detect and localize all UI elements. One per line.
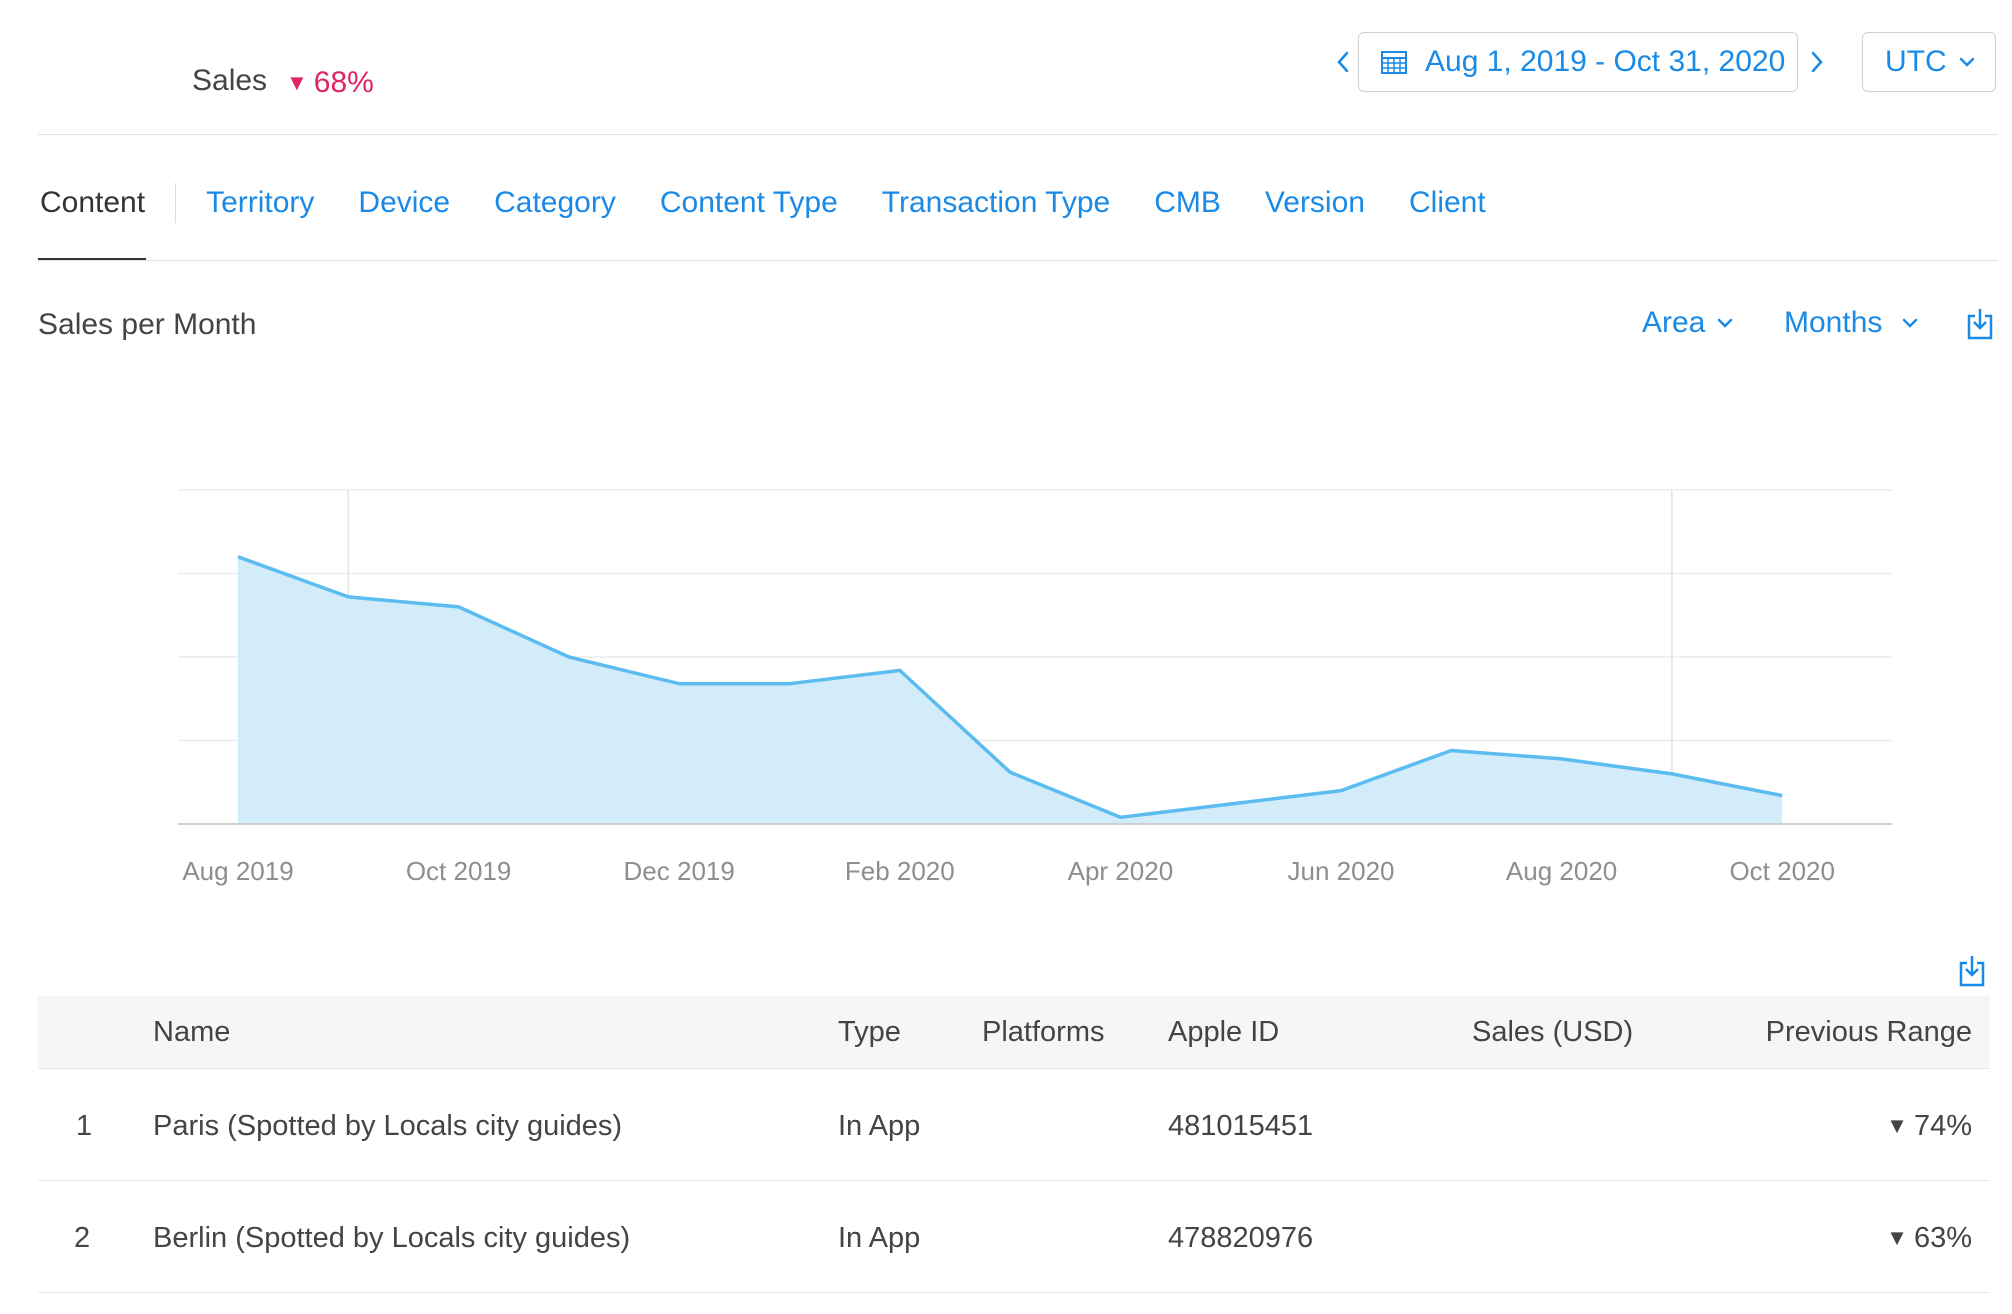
previous-range-button[interactable] xyxy=(1336,44,1350,83)
granularity-label: Months xyxy=(1784,306,1883,339)
timezone-label: UTC xyxy=(1885,45,1947,78)
tab-territory[interactable]: Territory xyxy=(206,186,315,219)
chart-series-line xyxy=(237,555,1783,820)
row-previous-range: ▼ 74% xyxy=(1886,1110,1972,1143)
table-header xyxy=(38,996,1990,1068)
x-tick-label: Dec 2019 xyxy=(624,856,735,886)
chevron-left-icon xyxy=(1337,51,1349,73)
date-range-label: Aug 1, 2019 - Oct 31, 2020 xyxy=(1425,45,1786,78)
chart-type-label: Area xyxy=(1642,306,1706,339)
page-title: Sales xyxy=(192,64,268,97)
row-apple-id: 481015451 xyxy=(1168,1110,1314,1142)
sales-change-value: 68% xyxy=(313,66,374,99)
x-tick-label: Oct 2020 xyxy=(1729,856,1835,886)
chevron-down-icon xyxy=(1718,318,1733,328)
row-previous-range-value: 74% xyxy=(1913,1110,1972,1142)
download-chart-icon[interactable] xyxy=(1966,308,1994,340)
row-apple-id: 478820976 xyxy=(1168,1222,1314,1254)
down-triangle-icon: ▼ xyxy=(1886,1113,1908,1138)
tab-device[interactable]: Device xyxy=(358,186,451,219)
tab-cmb[interactable]: CMB xyxy=(1154,186,1221,219)
down-triangle-icon: ▼ xyxy=(286,70,308,95)
granularity-dropdown[interactable]: Months xyxy=(1784,306,1918,340)
column-header-name[interactable]: Name xyxy=(153,1016,231,1048)
header-row-divider xyxy=(38,1068,1990,1069)
tab-transaction-type[interactable]: Transaction Type xyxy=(881,186,1111,219)
chart-title: Sales per Month xyxy=(38,308,257,341)
row-divider xyxy=(38,1292,1990,1293)
x-tick-label: Oct 2019 xyxy=(406,856,512,886)
row-type: In App xyxy=(838,1222,921,1254)
chart-area-fill xyxy=(238,556,1783,824)
chevron-down-icon xyxy=(1959,57,1974,67)
active-tab-indicator xyxy=(38,258,146,260)
date-range-picker[interactable]: Aug 1, 2019 - Oct 31, 2020 xyxy=(1358,32,1798,92)
down-triangle-icon: ▼ xyxy=(1886,1225,1908,1250)
column-header-type[interactable]: Type xyxy=(838,1016,901,1048)
tab-content-type[interactable]: Content Type xyxy=(659,186,838,219)
row-previous-range-value: 63% xyxy=(1913,1222,1972,1254)
timezone-select[interactable]: UTC xyxy=(1862,32,1996,92)
x-tick-label: Aug 2020 xyxy=(1506,856,1617,886)
row-previous-range: ▼ 63% xyxy=(1886,1222,1972,1255)
tab-content[interactable]: Content xyxy=(40,186,146,219)
row-rank: 2 xyxy=(74,1222,91,1254)
row-rank: 1 xyxy=(76,1110,93,1142)
x-tick-label: Jun 2020 xyxy=(1288,856,1395,886)
dimension-tabs: Content Territory Device Category Conten… xyxy=(40,180,1530,226)
row-type: In App xyxy=(838,1110,921,1142)
calendar-icon xyxy=(1381,51,1407,74)
header-divider xyxy=(38,134,1998,135)
column-header-apple-id[interactable]: Apple ID xyxy=(1168,1016,1280,1048)
column-header-sales[interactable]: Sales (USD) xyxy=(1472,1016,1634,1048)
x-tick-label: Feb 2020 xyxy=(845,856,955,886)
download-table-icon[interactable] xyxy=(1958,955,1986,987)
x-tick-label: Aug 2019 xyxy=(182,856,293,886)
x-tick-label: Apr 2020 xyxy=(1068,856,1174,886)
chevron-down-icon xyxy=(1903,318,1918,328)
tab-client[interactable]: Client xyxy=(1408,186,1486,219)
column-header-platforms[interactable]: Platforms xyxy=(982,1016,1105,1048)
tab-separator xyxy=(175,183,177,223)
tab-version[interactable]: Version xyxy=(1264,186,1365,219)
tab-category[interactable]: Category xyxy=(494,186,616,219)
chevron-right-icon xyxy=(1811,51,1823,73)
next-range-button[interactable] xyxy=(1810,44,1824,83)
tabs-divider xyxy=(38,260,1998,261)
sales-change-badge: ▼ 68% xyxy=(286,66,374,100)
sales-area-chart: Aug 2019 Oct 2019 Dec 2019 Feb 2020 Apr 2020… xyxy=(178,489,1892,886)
row-divider xyxy=(38,1180,1990,1181)
row-name[interactable]: Paris (Spotted by Locals city guides) xyxy=(153,1110,623,1142)
chart-x-ticks: Aug 2019 Oct 2019 Dec 2019 Feb 2020 Apr 2020… xyxy=(182,856,1835,886)
chart-type-dropdown[interactable]: Area xyxy=(1642,306,1733,340)
row-name[interactable]: Berlin (Spotted by Locals city guides) xyxy=(153,1222,631,1254)
column-header-previous-range[interactable]: Previous Range xyxy=(1765,1016,1972,1048)
